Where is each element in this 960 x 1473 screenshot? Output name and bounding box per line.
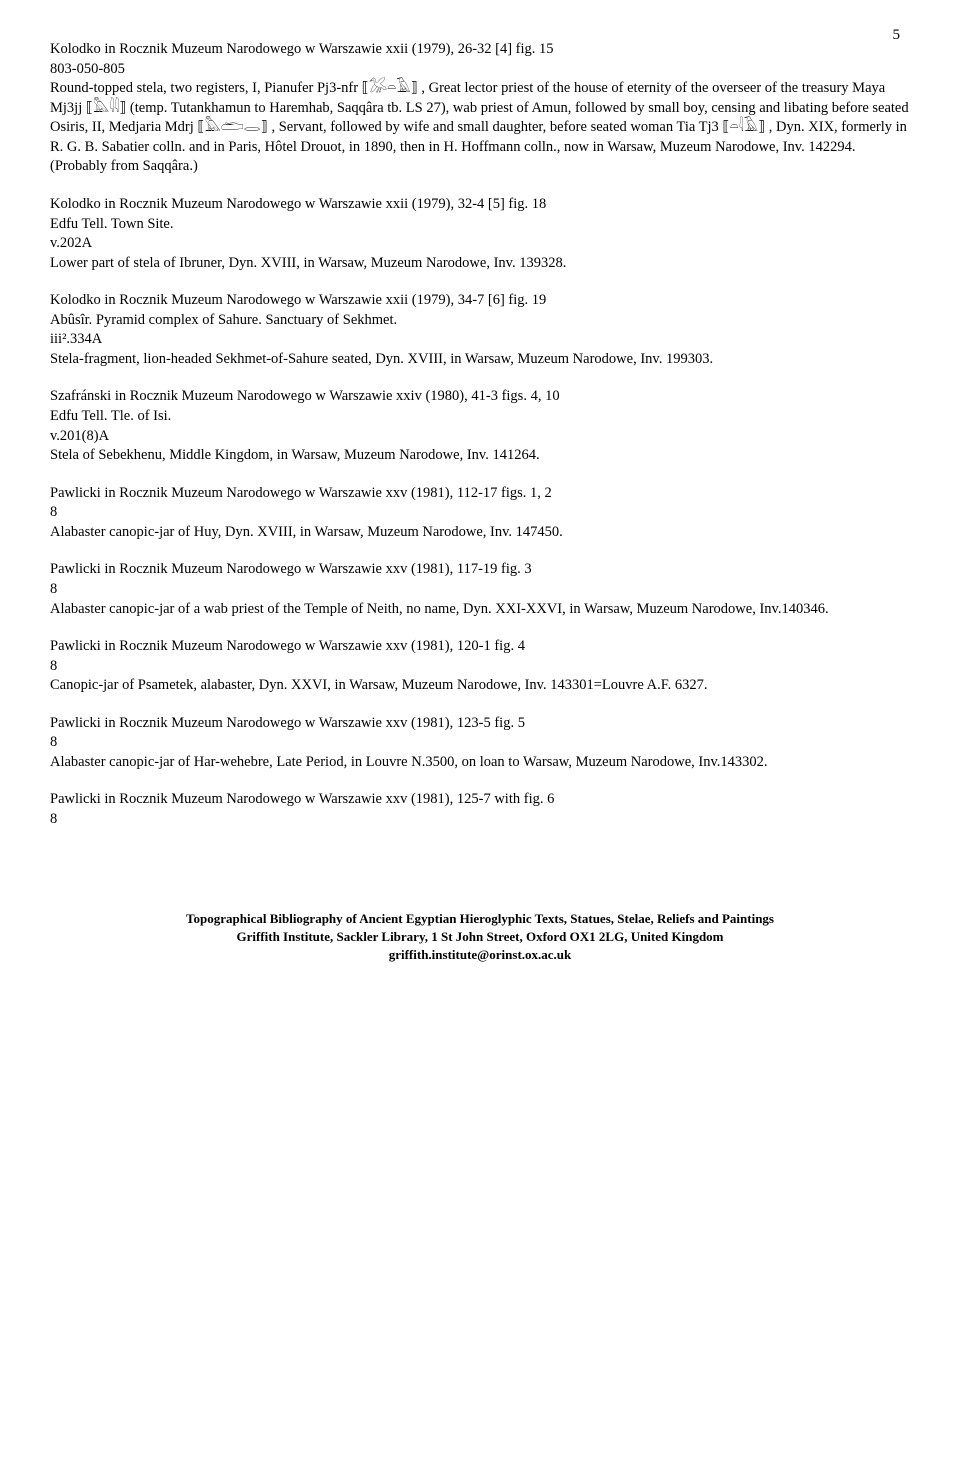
text: Stela of Sebekhenu, Middle Kingdom, in W… xyxy=(50,447,540,463)
footer-line-3: griffith.institute@orinst.ox.ac.uk xyxy=(50,946,910,964)
text: iii².334A xyxy=(50,331,102,347)
text: 803-050-805 xyxy=(50,61,125,77)
text: Kolodko in Rocznik Muzeum Narodowego w W… xyxy=(50,196,546,212)
text: Szafránski in Rocznik Muzeum Narodowego … xyxy=(50,388,560,404)
text: Stela-fragment, lion-headed Sekhmet-of-S… xyxy=(50,351,713,367)
text: 8 xyxy=(50,734,57,750)
text: 8 xyxy=(50,504,57,520)
text: 8 xyxy=(50,658,57,674)
text: Alabaster canopic-jar of a wab priest of… xyxy=(50,601,829,617)
entry-9: Pawlicki in Rocznik Muzeum Narodowego w … xyxy=(50,790,910,829)
text: v.202A xyxy=(50,235,92,251)
entry-8: Pawlicki in Rocznik Muzeum Narodowego w … xyxy=(50,714,910,773)
entry-7: Pawlicki in Rocznik Muzeum Narodowego w … xyxy=(50,637,910,696)
text: Pawlicki in Rocznik Muzeum Narodowego w … xyxy=(50,715,525,731)
entry-1: Kolodko in Rocznik Muzeum Narodowego w W… xyxy=(50,40,910,177)
footer: Topographical Bibliography of Ancient Eg… xyxy=(50,910,910,965)
text: v.201(8)A xyxy=(50,428,109,444)
text: Edfu Tell. Tle. of Isi. xyxy=(50,408,171,424)
text: 8 xyxy=(50,581,57,597)
text: Pawlicki in Rocznik Muzeum Narodowego w … xyxy=(50,638,525,654)
page-number: 5 xyxy=(893,25,901,45)
footer-line-1: Topographical Bibliography of Ancient Eg… xyxy=(50,910,910,928)
text: Alabaster canopic-jar of Har-wehebre, La… xyxy=(50,754,768,770)
entry-6: Pawlicki in Rocznik Muzeum Narodowego w … xyxy=(50,560,910,619)
text: Lower part of stela of Ibruner, Dyn. XVI… xyxy=(50,255,566,271)
entry-4: Szafránski in Rocznik Muzeum Narodowego … xyxy=(50,387,910,465)
text: 8 xyxy=(50,811,57,827)
text: Pawlicki in Rocznik Muzeum Narodowego w … xyxy=(50,561,532,577)
text: Alabaster canopic-jar of Huy, Dyn. XVIII… xyxy=(50,524,563,540)
text: Edfu Tell. Town Site. xyxy=(50,216,174,232)
text: Abûsîr. Pyramid complex of Sahure. Sanct… xyxy=(50,312,397,328)
footer-line-2: Griffith Institute, Sackler Library, 1 S… xyxy=(50,928,910,946)
text: Canopic-jar of Psametek, alabaster, Dyn.… xyxy=(50,677,707,693)
text: Pawlicki in Rocznik Muzeum Narodowego w … xyxy=(50,485,552,501)
text: Kolodko in Rocznik Muzeum Narodowego w W… xyxy=(50,292,546,308)
entry-2: Kolodko in Rocznik Muzeum Narodowego w W… xyxy=(50,195,910,273)
entry-5: Pawlicki in Rocznik Muzeum Narodowego w … xyxy=(50,484,910,543)
text: Pawlicki in Rocznik Muzeum Narodowego w … xyxy=(50,791,554,807)
text: Round-topped stela, two registers, I, Pi… xyxy=(50,80,909,174)
entry-3: Kolodko in Rocznik Muzeum Narodowego w W… xyxy=(50,291,910,369)
text: Kolodko in Rocznik Muzeum Narodowego w W… xyxy=(50,41,554,57)
